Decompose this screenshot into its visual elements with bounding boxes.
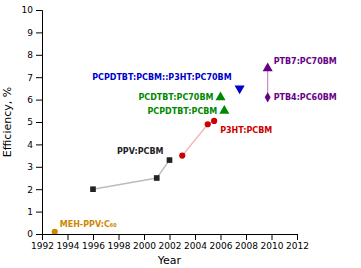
x-axis-tick: 2004 <box>184 234 207 251</box>
y-axis-tick-label: 7 <box>27 73 33 83</box>
chart: 1992199419961998200020022004200620082010… <box>0 0 361 268</box>
y-axis-tick-label: 9 <box>27 28 33 38</box>
x-axis-tick-label: 1992 <box>31 241 54 251</box>
x-axis-tick: 2012 <box>286 234 309 251</box>
point <box>90 186 96 192</box>
y-axis-tick: 8 <box>27 50 42 60</box>
y-axis-tick: 2 <box>27 185 42 195</box>
y-axis-tick-mark <box>36 144 42 145</box>
x-axis-tick-mark <box>68 234 69 240</box>
y-axis-tick: 1 <box>27 207 42 217</box>
x-axis-tick-mark <box>93 234 94 240</box>
series-label: PPV:PCBM <box>117 147 164 156</box>
x-axis-tick: 2008 <box>235 234 258 251</box>
y-axis-tick-label: 8 <box>27 50 33 60</box>
x-axis-tick-mark <box>297 234 298 240</box>
y-axis-tick-mark <box>36 234 42 235</box>
x-axis-tick-label: 1996 <box>82 241 105 251</box>
y-axis-tick: 9 <box>27 28 42 38</box>
x-axis-tick-mark <box>221 234 222 240</box>
x-axis-tick-mark <box>119 234 120 240</box>
point <box>265 92 271 102</box>
x-axis-tick-label: 2004 <box>184 241 207 251</box>
x-axis-tick: 1994 <box>57 234 80 251</box>
y-axis-tick-label: 6 <box>27 95 33 105</box>
x-axis-tick: 2010 <box>261 234 284 251</box>
point <box>263 62 273 71</box>
point <box>167 157 173 163</box>
y-axis-tick-mark <box>36 10 42 11</box>
y-axis-tick-mark <box>36 189 42 190</box>
series-label: PCDTBT:PC70BM <box>138 93 213 102</box>
series-label: MEH-PPV:C₆₀ <box>60 220 118 229</box>
series-label: PTB4:PC60BM <box>274 93 337 102</box>
x-axis-line <box>43 235 298 241</box>
y-axis-tick-mark <box>36 55 42 56</box>
point <box>52 229 58 234</box>
series-labels: MEH-PPV:C₆₀ PPV:PCBM P3HT:PCBM PCPDTBT:PCBM… <box>60 57 337 229</box>
x-axis-tick-mark <box>144 234 145 240</box>
y-axis-tick-mark <box>36 77 42 78</box>
y-axis-line <box>36 11 43 235</box>
x-axis-tick: 1992 <box>31 234 54 251</box>
x-axis-tick: 2006 <box>210 234 233 251</box>
x-axis-tick: 2000 <box>133 234 156 251</box>
y-axis-tick: 10 <box>22 5 42 15</box>
x-axis-tick-mark <box>170 234 171 240</box>
series-label: PCPDTBT:PCBM <box>148 107 218 116</box>
x-axis-tick-mark <box>272 234 273 240</box>
y-axis-tick-label: 3 <box>27 162 33 172</box>
plot: 1992199419961998200020022004200620082010… <box>22 5 337 251</box>
y-axis-tick: 4 <box>27 140 42 150</box>
y-axis-tick: 7 <box>27 73 42 83</box>
x-axis-tick-label: 1998 <box>108 241 131 251</box>
point <box>215 92 225 101</box>
x-axis-tick-label: 2008 <box>235 241 258 251</box>
point <box>211 118 217 124</box>
y-axis-tick-label: 2 <box>27 185 33 195</box>
x-axis-tick: 2002 <box>159 234 182 251</box>
x-axis-tick: 1996 <box>82 234 105 251</box>
y-axis-tick-label: 1 <box>27 207 33 217</box>
y-axis-tick-mark <box>36 100 42 101</box>
y-axis-tick-mark <box>36 32 42 33</box>
y-axis-tick-mark <box>36 212 42 213</box>
y-axis-tick: 5 <box>27 117 42 127</box>
point <box>235 85 245 94</box>
series-line <box>182 121 214 156</box>
x-axis: 1992199419961998200020022004200620082010… <box>31 234 309 251</box>
series-label: PCPDTBT:PCBM::P3HT:PC70BM <box>92 73 232 82</box>
y-axis-tick-label: 10 <box>22 5 34 15</box>
point <box>154 175 160 181</box>
y-axis-tick-label: 0 <box>27 229 33 239</box>
y-axis-tick-mark <box>36 122 42 123</box>
x-axis-tick-label: 2000 <box>133 241 156 251</box>
y-axis-tick: 6 <box>27 95 42 105</box>
series-label: PTB7:PC70BM <box>274 57 337 66</box>
x-axis-tick: 1998 <box>108 234 131 251</box>
x-axis-title: Year <box>157 254 182 267</box>
x-axis-tick-label: 2010 <box>261 241 284 251</box>
x-axis-tick-mark <box>246 234 247 240</box>
x-axis-tick-label: 2006 <box>210 241 233 251</box>
series-label: P3HT:PCBM <box>220 126 272 135</box>
y-axis-tick-label: 4 <box>27 140 33 150</box>
y-axis-tick-label: 5 <box>27 117 33 127</box>
x-axis-tick-label: 1994 <box>57 241 80 251</box>
point <box>219 105 229 114</box>
y-axis-tick: 3 <box>27 162 42 172</box>
series-line <box>93 160 170 189</box>
point <box>179 153 185 159</box>
x-axis-tick-mark <box>195 234 196 240</box>
x-axis-tick-label: 2002 <box>159 241 182 251</box>
y-axis-tick: 0 <box>27 229 42 239</box>
x-axis-tick-label: 2012 <box>286 241 309 251</box>
y-axis-tick-mark <box>36 167 42 168</box>
point <box>205 121 211 127</box>
marks <box>52 62 273 234</box>
y-axis-title: Efficiency, % <box>1 87 14 157</box>
y-axis: 0 1 2 3 4 5 6 7 8 9 10 <box>22 5 43 239</box>
